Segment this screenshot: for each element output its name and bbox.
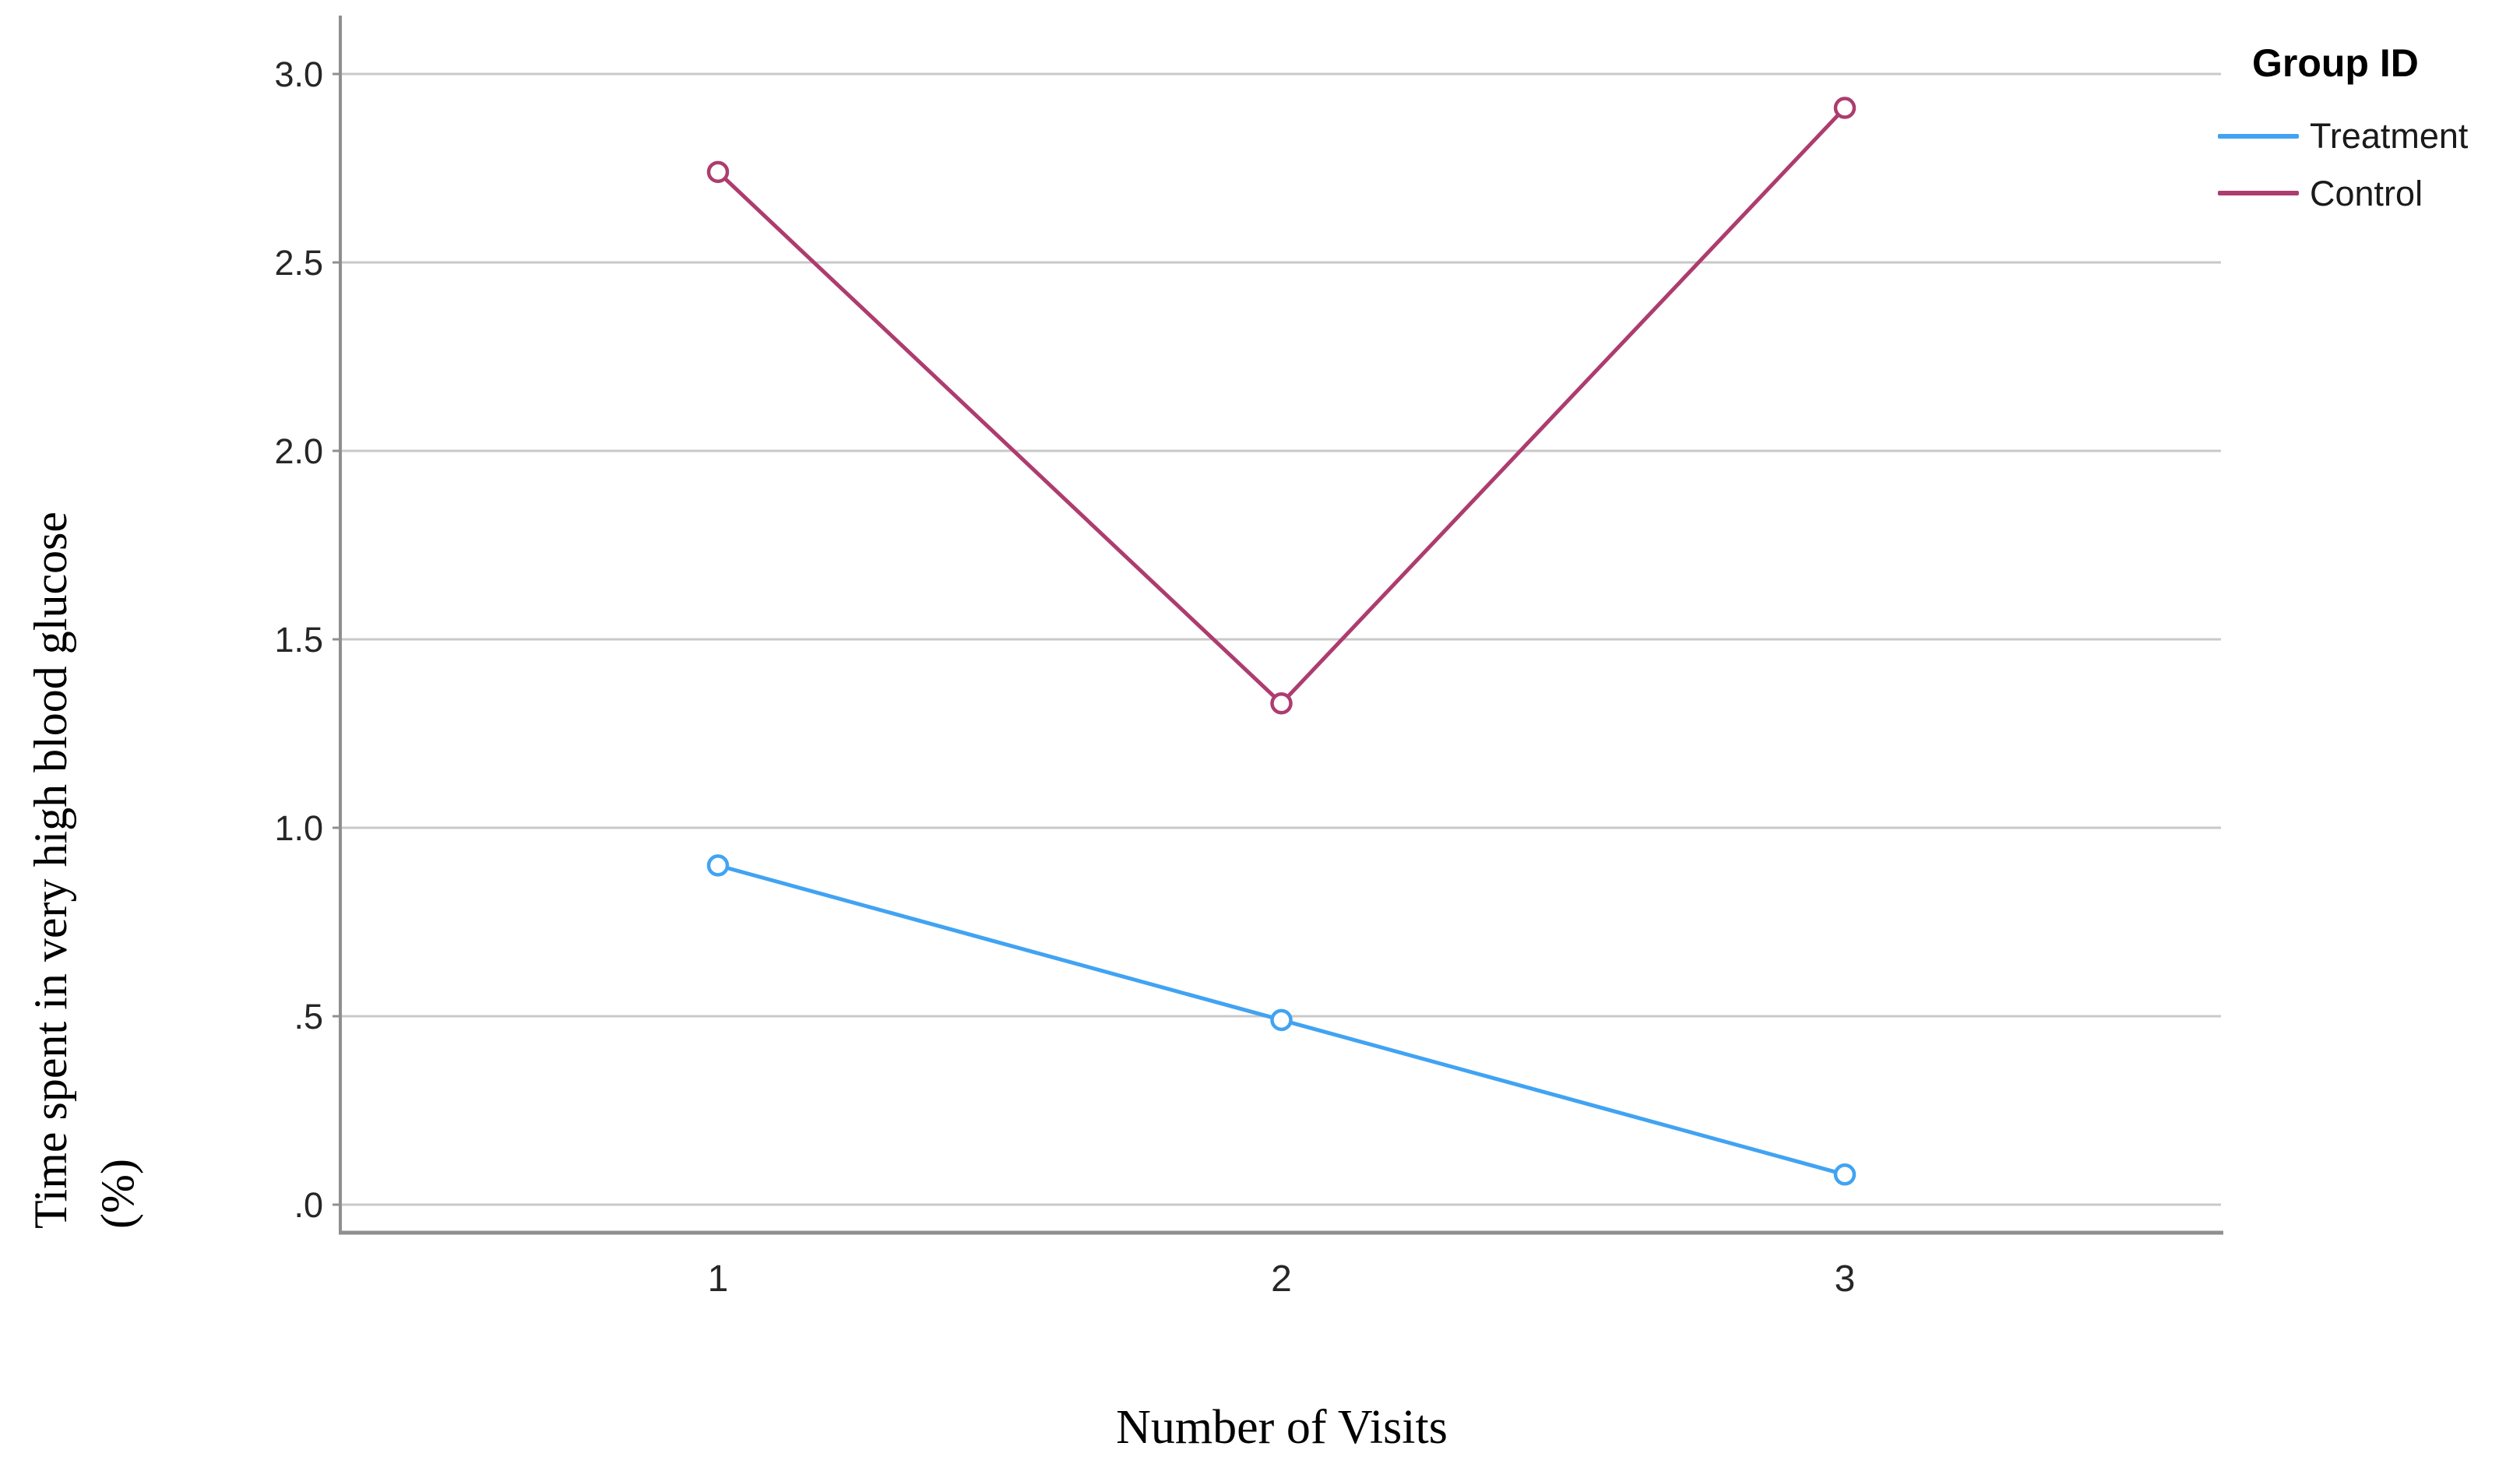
- legend-title: Group ID: [2252, 41, 2419, 85]
- y-tick-label: .0: [294, 1185, 323, 1225]
- x-axis-title: Number of Visits: [1116, 1401, 1448, 1454]
- y-axis-title: Time spent in very high blood glucose (%…: [17, 16, 151, 1229]
- treatment-marker-visit-3: [1833, 1163, 1857, 1186]
- control-marker-visit-2: [1270, 692, 1293, 715]
- y-tick-label: 2.5: [274, 243, 323, 283]
- legend: Group ID Treatment Control: [2218, 40, 2518, 231]
- y-axis-title-line1: Time spent in very high blood glucose: [25, 511, 76, 1229]
- treatment-line-swatch: [2218, 133, 2299, 139]
- y-tick-label: 1.5: [274, 620, 323, 660]
- x-tick-label: 3: [1835, 1258, 1856, 1300]
- y-axis-title-line2: (%): [92, 1159, 143, 1229]
- treatment-marker-visit-1: [706, 854, 730, 877]
- y-tick-label: 2.0: [274, 431, 323, 471]
- legend-item-control: Control: [2218, 174, 2518, 213]
- control-marker-visit-3: [1833, 97, 1857, 119]
- legend-item-treatment: Treatment: [2218, 117, 2518, 156]
- legend-label-treatment: Treatment: [2310, 116, 2469, 156]
- x-tick-label: 1: [708, 1258, 729, 1300]
- y-tick-label: 3.0: [274, 55, 323, 94]
- legend-label-control: Control: [2310, 173, 2423, 213]
- x-tick-label: 2: [1271, 1258, 1292, 1300]
- control-line-swatch: [2218, 191, 2299, 196]
- control-marker-visit-1: [706, 160, 730, 184]
- y-tick-label: .5: [294, 997, 323, 1036]
- control-line: [716, 106, 1847, 706]
- treatment-marker-visit-2: [1270, 1008, 1293, 1032]
- y-tick-label: 1.0: [274, 808, 323, 848]
